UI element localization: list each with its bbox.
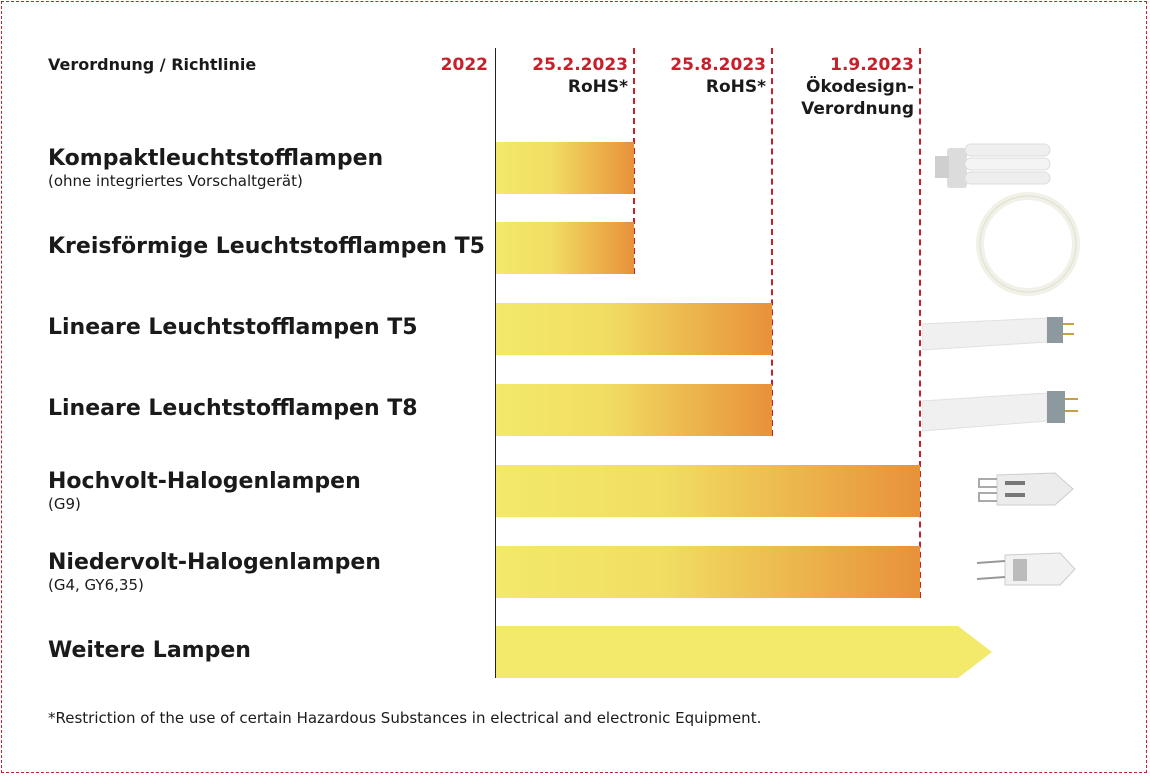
row-title: Weitere Lampen <box>48 638 251 663</box>
bar <box>496 384 772 436</box>
g9-halogen-lamp-icon <box>978 472 1074 506</box>
row-label: Lineare Leuchtstofflampen T5 <box>48 315 418 341</box>
start-year: 2022 <box>440 55 488 75</box>
milestone-label: RoHS* <box>705 77 766 97</box>
milestone-line-1 <box>633 48 635 274</box>
bar <box>496 303 772 355</box>
milestone-1: 25.2.2023 RoHS* <box>500 54 628 98</box>
row-title: Kreisförmige Leuchtstofflampen T5 <box>48 234 485 259</box>
bar <box>496 626 992 678</box>
linear-t5-tube-icon <box>922 317 1074 351</box>
row-label: Weitere Lampen <box>48 638 251 664</box>
row-title: Lineare Leuchtstofflampen T8 <box>48 396 418 421</box>
linear-t8-tube-icon <box>922 391 1078 432</box>
row-label: Kompaktleuchtstofflampen (ohne integriert… <box>48 146 383 190</box>
row-title: Kompaktleuchtstofflampen <box>48 146 384 171</box>
milestone-2: 25.8.2023 RoHS* <box>640 54 766 98</box>
column-header: Verordnung / Richtlinie <box>48 55 257 74</box>
row-title: Niedervolt-Halogenlampen <box>48 550 381 575</box>
row-subtitle: (G4, GY6,35) <box>48 576 144 594</box>
milestone-line-2 <box>771 48 773 436</box>
bar-open-arrow <box>496 626 992 678</box>
footnote: *Restriction of the use of certain Hazar… <box>48 709 762 727</box>
milestone-label: RoHS* <box>567 77 628 97</box>
row-title: Hochvolt-Halogenlampen <box>48 469 361 494</box>
milestone-label-line2: Verordnung <box>801 99 914 119</box>
row-label: Lineare Leuchtstofflampen T8 <box>48 396 418 422</box>
timeline-axis <box>495 48 496 678</box>
milestone-line-3 <box>919 48 921 598</box>
compact-fluorescent-lamp-icon <box>935 143 1051 188</box>
g4-halogen-lamp-icon <box>976 552 1076 586</box>
row-subtitle: (ohne integriertes Vorschaltgerät) <box>48 172 303 190</box>
bar <box>496 142 634 194</box>
milestone-3: 1.9.2023 Ökodesign- Verordnung <box>780 54 914 120</box>
row-label: Kreisförmige Leuchtstofflampen T5 <box>48 234 485 260</box>
row-title: Lineare Leuchtstofflampen T5 <box>48 315 418 340</box>
bar <box>496 465 920 517</box>
milestone-label-line1: Ökodesign- <box>806 77 914 97</box>
milestone-date: 25.2.2023 <box>532 55 628 75</box>
circular-fluorescent-lamp-icon <box>976 192 1080 296</box>
row-subtitle: (G9) <box>48 495 81 513</box>
row-label: Hochvolt-Halogenlampen (G9) <box>48 469 361 513</box>
bar <box>496 546 920 598</box>
milestone-date: 25.8.2023 <box>670 55 766 75</box>
start-year-label: 2022 <box>420 54 488 76</box>
milestone-date: 1.9.2023 <box>830 55 914 75</box>
bar <box>496 222 634 274</box>
row-label: Niedervolt-Halogenlampen (G4, GY6,35) <box>48 550 381 594</box>
